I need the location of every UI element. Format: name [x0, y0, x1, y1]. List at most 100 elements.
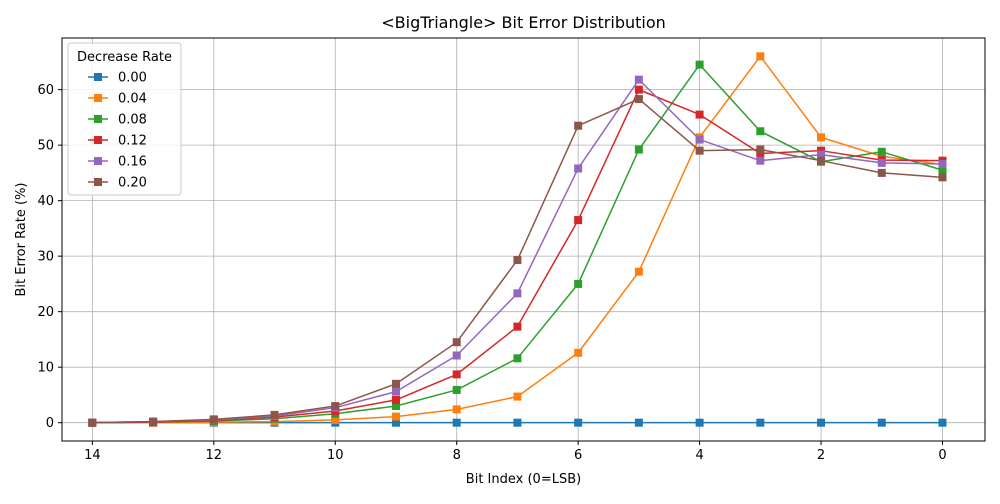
- legend-title: Decrease Rate: [77, 50, 172, 65]
- data-point-marker: [756, 156, 765, 165]
- legend-item: 0.00: [88, 71, 147, 86]
- data-point-marker: [574, 121, 583, 130]
- legend-marker-swatch: [94, 136, 102, 144]
- data-point-marker: [331, 402, 340, 411]
- data-point-marker: [634, 145, 643, 154]
- data-point-marker: [756, 52, 765, 61]
- y-tick-label: 30: [37, 250, 54, 265]
- data-point-marker: [756, 418, 765, 427]
- y-tick-label: 0: [46, 416, 54, 431]
- data-point-marker: [513, 256, 522, 265]
- x-tick-label: 12: [206, 448, 223, 463]
- data-point-marker: [391, 395, 400, 404]
- data-point-marker: [634, 95, 643, 104]
- data-point-marker: [452, 338, 461, 347]
- data-point-marker: [452, 351, 461, 360]
- plot-frame: [61, 37, 986, 442]
- legend-label: 0.08: [118, 113, 147, 128]
- data-point-marker: [452, 385, 461, 394]
- data-point-marker: [574, 348, 583, 357]
- legend-label: 0.04: [118, 92, 147, 107]
- x-axis-label: Bit Index (0=LSB): [466, 472, 581, 487]
- legend-marker-swatch: [94, 157, 102, 165]
- data-point-marker: [938, 160, 947, 169]
- data-point-marker: [513, 354, 522, 363]
- y-axis-ticks: 0 10 20 30 40 50 60: [37, 83, 62, 431]
- data-point-marker: [938, 418, 947, 427]
- y-tick-label: 60: [37, 83, 54, 98]
- legend-item: 0.12: [88, 134, 147, 149]
- data-point-marker: [695, 418, 704, 427]
- data-point-marker: [452, 370, 461, 379]
- y-tick-label: 40: [37, 194, 54, 209]
- data-point-marker: [634, 75, 643, 84]
- data-point-marker: [513, 418, 522, 427]
- data-point-marker: [391, 387, 400, 396]
- series-0.20: [88, 95, 947, 427]
- data-point-marker: [634, 418, 643, 427]
- data-point-marker: [695, 60, 704, 69]
- data-point-marker: [391, 412, 400, 421]
- data-point-marker: [756, 127, 765, 136]
- data-point-marker: [513, 322, 522, 331]
- y-tick-label: 10: [37, 361, 54, 376]
- data-point-marker: [391, 418, 400, 427]
- x-tick-label: 0: [938, 448, 946, 463]
- data-point-marker: [634, 85, 643, 94]
- y-tick-label: 50: [37, 139, 54, 154]
- legend-label: 0.00: [118, 71, 147, 86]
- legend-marker-swatch: [94, 115, 102, 123]
- data-point-marker: [817, 150, 826, 159]
- data-point-marker: [513, 392, 522, 401]
- data-point-marker: [574, 216, 583, 225]
- data-point-marker: [270, 410, 279, 419]
- data-point-marker: [331, 415, 340, 424]
- x-tick-label: 14: [84, 448, 101, 463]
- chart-title: <BigTriangle> Bit Error Distribution: [381, 13, 666, 32]
- data-point-marker: [452, 405, 461, 414]
- x-tick-label: 2: [817, 448, 825, 463]
- x-tick-label: 6: [574, 448, 582, 463]
- legend-item: 0.20: [88, 176, 147, 191]
- data-point-marker: [391, 379, 400, 388]
- data-point-marker: [938, 166, 947, 175]
- data-point-marker: [391, 402, 400, 411]
- data-point-marker: [756, 145, 765, 154]
- data-point-marker: [149, 417, 158, 426]
- data-point-marker: [877, 168, 886, 177]
- legend-label: 0.12: [118, 134, 147, 149]
- x-tick-label: 8: [453, 448, 461, 463]
- legend-label: 0.16: [118, 155, 147, 170]
- data-point-marker: [574, 418, 583, 427]
- data-point-marker: [695, 135, 704, 144]
- y-tick-label: 20: [37, 305, 54, 320]
- data-point-marker: [695, 110, 704, 119]
- data-point-marker: [877, 158, 886, 167]
- legend-marker-swatch: [94, 178, 102, 186]
- x-tick-label: 10: [327, 448, 344, 463]
- data-point-marker: [209, 415, 218, 424]
- data-point-marker: [938, 173, 947, 182]
- legend: Decrease Rate 0.00 0.04 0.08 0.12 0.16 0.20: [67, 42, 182, 196]
- data-point-marker: [452, 418, 461, 427]
- x-tick-label: 4: [695, 448, 703, 463]
- x-axis-ticks: 14 12 10 8 6 4 2 0: [84, 441, 947, 463]
- data-point-marker: [817, 156, 826, 165]
- data-point-marker: [574, 279, 583, 288]
- data-point-marker: [634, 267, 643, 276]
- data-point-marker: [817, 418, 826, 427]
- data-point-marker: [877, 147, 886, 156]
- legend-item: 0.16: [88, 155, 147, 170]
- legend-items: 0.00 0.04 0.08 0.12 0.16 0.20: [88, 71, 147, 191]
- legend-item: 0.08: [88, 113, 147, 128]
- data-point-marker: [574, 164, 583, 173]
- data-point-marker: [513, 289, 522, 298]
- data-point-marker: [88, 418, 97, 427]
- legend-marker-swatch: [94, 94, 102, 102]
- series-layer: [88, 52, 947, 427]
- y-axis-label: Bit Error Rate (%): [14, 182, 29, 296]
- data-point-marker: [877, 418, 886, 427]
- data-point-marker: [695, 146, 704, 155]
- legend-label: 0.20: [118, 176, 147, 191]
